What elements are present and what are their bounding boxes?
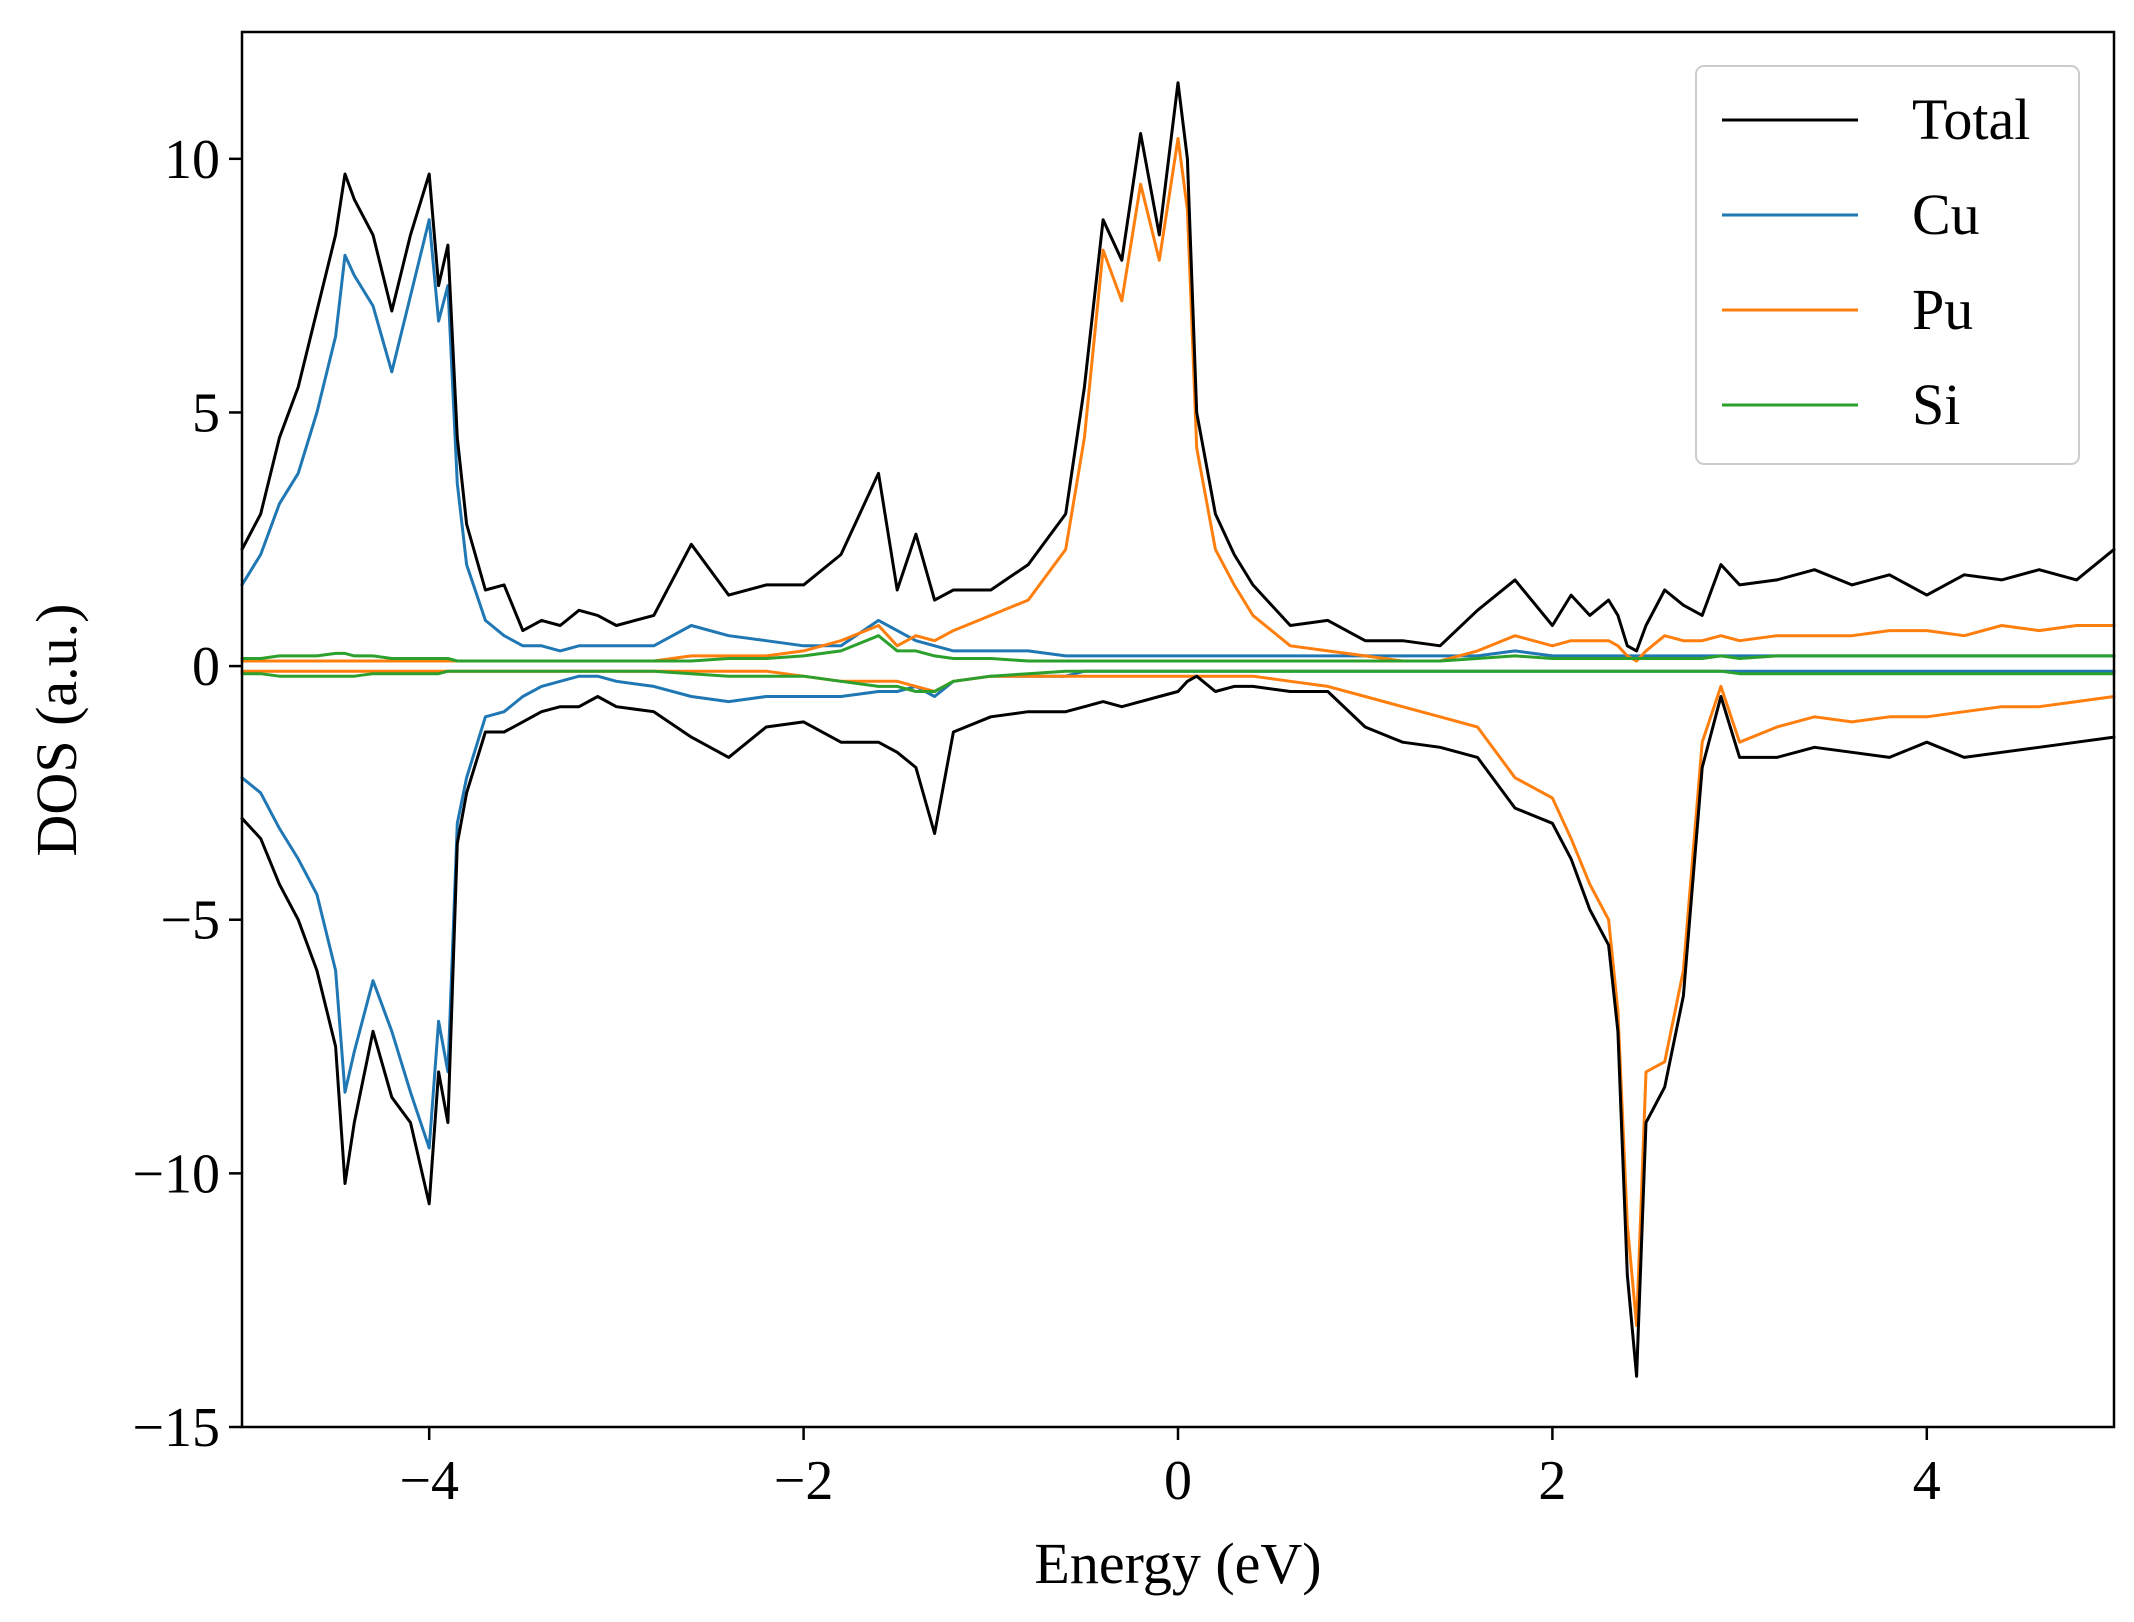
y-axis-label: DOS (a.u.) <box>24 604 89 857</box>
x-tick-label: −4 <box>399 1450 459 1512</box>
series-line-total-down <box>240 674 2116 1378</box>
y-tick-label: −15 <box>132 1397 220 1459</box>
y-tick-label: 10 <box>164 129 220 191</box>
series-layer <box>240 81 2116 1378</box>
x-tick-label: 2 <box>1538 1450 1566 1512</box>
y-tick-label: 0 <box>192 636 220 698</box>
series-line-cu-up <box>240 218 2116 658</box>
series-line-si-up <box>240 634 2116 663</box>
y-tick-label: −5 <box>160 890 220 952</box>
series-line-si-down <box>240 669 2116 693</box>
legend-label-total: Total <box>1912 87 2030 152</box>
series-line-pu-up <box>240 137 2116 663</box>
y-axis-ticks: −15 −10 −5 0 5 10 <box>132 129 242 1459</box>
x-axis-ticks: −4 −2 0 2 4 <box>399 1427 1941 1512</box>
y-tick-label: −10 <box>132 1143 220 1205</box>
legend-label-cu: Cu <box>1912 182 1980 247</box>
series-line-total-up <box>240 81 2116 653</box>
legend-box <box>1695 65 2080 465</box>
y-tick-label: 5 <box>192 382 220 444</box>
legend-label-pu: Pu <box>1912 277 1973 342</box>
x-tick-label: −2 <box>774 1450 834 1512</box>
legend-label-si: Si <box>1912 372 1960 437</box>
x-tick-label: 4 <box>1913 1450 1941 1512</box>
x-axis-label: Energy (eV) <box>1034 1531 1321 1596</box>
x-tick-label: 0 <box>1164 1450 1192 1512</box>
legend: Total Cu Pu Si <box>1695 65 2080 465</box>
